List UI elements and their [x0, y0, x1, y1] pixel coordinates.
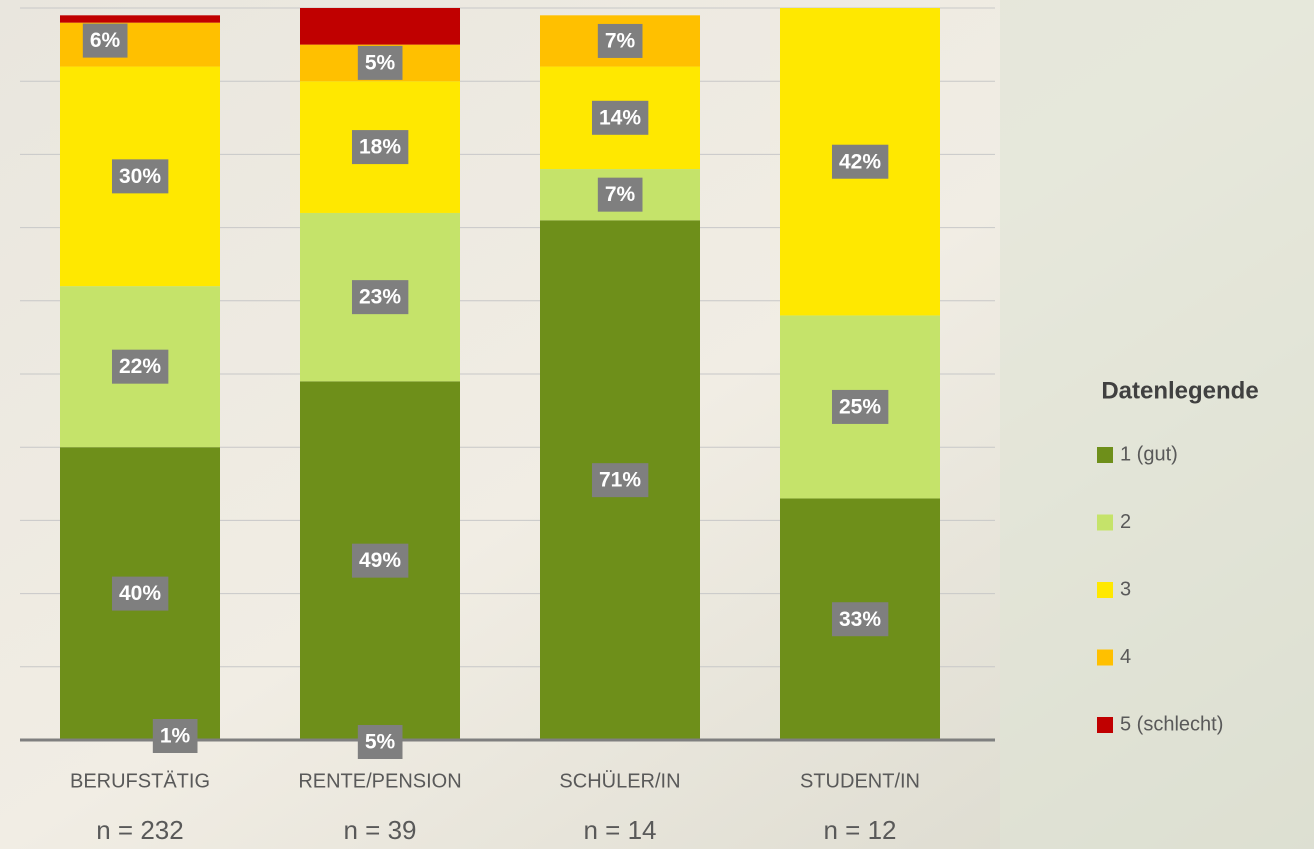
- value-label: 6%: [90, 29, 121, 52]
- legend-swatch: [1097, 650, 1113, 666]
- sample-size: n = 232: [96, 815, 183, 845]
- value-label: 5%: [365, 51, 396, 74]
- legend-label: 2: [1120, 511, 1131, 533]
- value-label: 5%: [365, 731, 396, 754]
- value-label: 40%: [119, 582, 161, 605]
- sample-size: n = 14: [583, 815, 656, 845]
- x-tick-label: RENTE/PENSION: [298, 770, 461, 792]
- value-label: 71%: [599, 469, 641, 492]
- bar-segment: [300, 8, 460, 45]
- value-label: 25%: [839, 395, 881, 418]
- value-label: 23%: [359, 286, 401, 309]
- value-label: 7%: [605, 29, 636, 52]
- value-label: 14%: [599, 106, 641, 129]
- value-label: 18%: [359, 136, 401, 159]
- x-tick-label: SCHÜLER/IN: [559, 770, 680, 792]
- value-label: 33%: [839, 608, 881, 631]
- sample-size: n = 12: [823, 815, 896, 845]
- value-label: 22%: [119, 355, 161, 378]
- legend-label: 3: [1120, 578, 1131, 600]
- legend-label: 1 (gut): [1120, 443, 1178, 465]
- legend-label: 4: [1120, 646, 1131, 668]
- sample-size: n = 39: [343, 815, 416, 845]
- x-tick-label: STUDENT/IN: [800, 770, 920, 792]
- value-label: 49%: [359, 549, 401, 572]
- value-label: 7%: [605, 183, 636, 206]
- legend-swatch: [1097, 582, 1113, 598]
- bar-segment: [60, 15, 220, 22]
- legend-title: Datenlegende: [1101, 377, 1258, 404]
- legend-label: 5 (schlecht): [1120, 713, 1223, 735]
- x-tick-label: BERUFSTÄTIG: [70, 770, 210, 792]
- legend-swatch: [1097, 515, 1113, 531]
- chart: Datenlegende BERUFSTÄTIG n = 232 RENTE/PEN…: [0, 0, 1314, 849]
- value-label: 1%: [160, 725, 191, 748]
- legend-swatch: [1097, 447, 1113, 463]
- value-label: 30%: [119, 165, 161, 188]
- legend-swatch: [1097, 717, 1113, 733]
- value-label: 42%: [839, 150, 881, 173]
